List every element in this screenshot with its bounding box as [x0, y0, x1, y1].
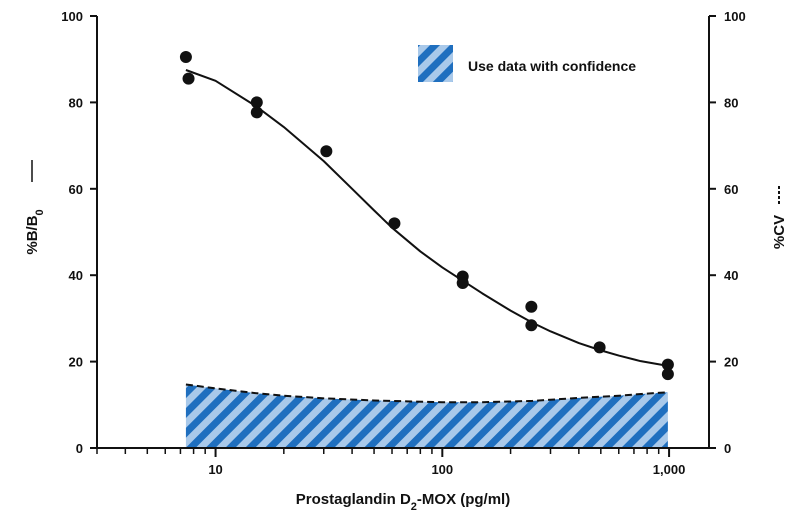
points-layer	[179, 51, 674, 381]
data-point	[250, 106, 263, 119]
right-axis-title: %CV	[771, 215, 787, 249]
right-axis-title-group: %CV	[771, 184, 787, 249]
data-point	[250, 96, 263, 109]
data-point	[388, 217, 401, 230]
x-axis-title-main: Prostaglandin D	[296, 491, 411, 508]
legend-label: Use data with confidence	[468, 58, 636, 74]
x-tick-label: 1,000	[653, 462, 686, 477]
legend: Use data with confidence	[418, 45, 636, 82]
y-tick-label-right: 40	[724, 268, 738, 283]
data-point	[456, 276, 469, 289]
y-tick-label-left: 60	[69, 182, 83, 197]
y-tick-label-left: 100	[61, 9, 83, 24]
y-tick-label-left: 20	[69, 355, 83, 370]
y-tick-label-right: 20	[724, 355, 738, 370]
y-tick-label-left: 0	[76, 441, 83, 456]
x-tick-label: 10	[208, 462, 222, 477]
y-tick-label-right: 100	[724, 9, 746, 24]
left-axis-title-group: %B/B0	[24, 160, 46, 255]
data-point	[525, 319, 538, 332]
cv-area-layer	[185, 383, 668, 448]
y-tick-label-left: 40	[69, 268, 83, 283]
data-point	[320, 145, 333, 158]
ticks-layer: 0 0 20 20 40 40 60 60 80 80 100 100 10 100 1,000	[61, 9, 745, 477]
y-tick-label-right: 80	[724, 95, 738, 110]
x-tick-label: 100	[431, 462, 453, 477]
y-tick-label-right: 0	[724, 441, 731, 456]
y-tick-label-left: 80	[69, 95, 83, 110]
data-point	[182, 72, 195, 85]
x-axis-title: Prostaglandin D2-MOX (pg/ml)	[296, 491, 510, 513]
left-axis-title: %B/B0	[24, 209, 46, 254]
x-axis-title-sub: 2	[411, 501, 417, 513]
cv-hatched-area	[185, 384, 668, 448]
data-point	[179, 51, 192, 64]
left-axis-title-sub: 0	[34, 209, 46, 215]
legend-swatch	[418, 45, 453, 82]
data-point	[525, 300, 538, 313]
data-point	[661, 368, 674, 381]
left-axis-title-main: %B/B	[24, 215, 41, 254]
axes-layer	[96, 16, 710, 449]
y-tick-label-right: 60	[724, 182, 738, 197]
data-point	[593, 341, 606, 354]
data-point	[661, 358, 674, 371]
x-axis-title-suffix: -MOX (pg/ml)	[417, 491, 510, 508]
